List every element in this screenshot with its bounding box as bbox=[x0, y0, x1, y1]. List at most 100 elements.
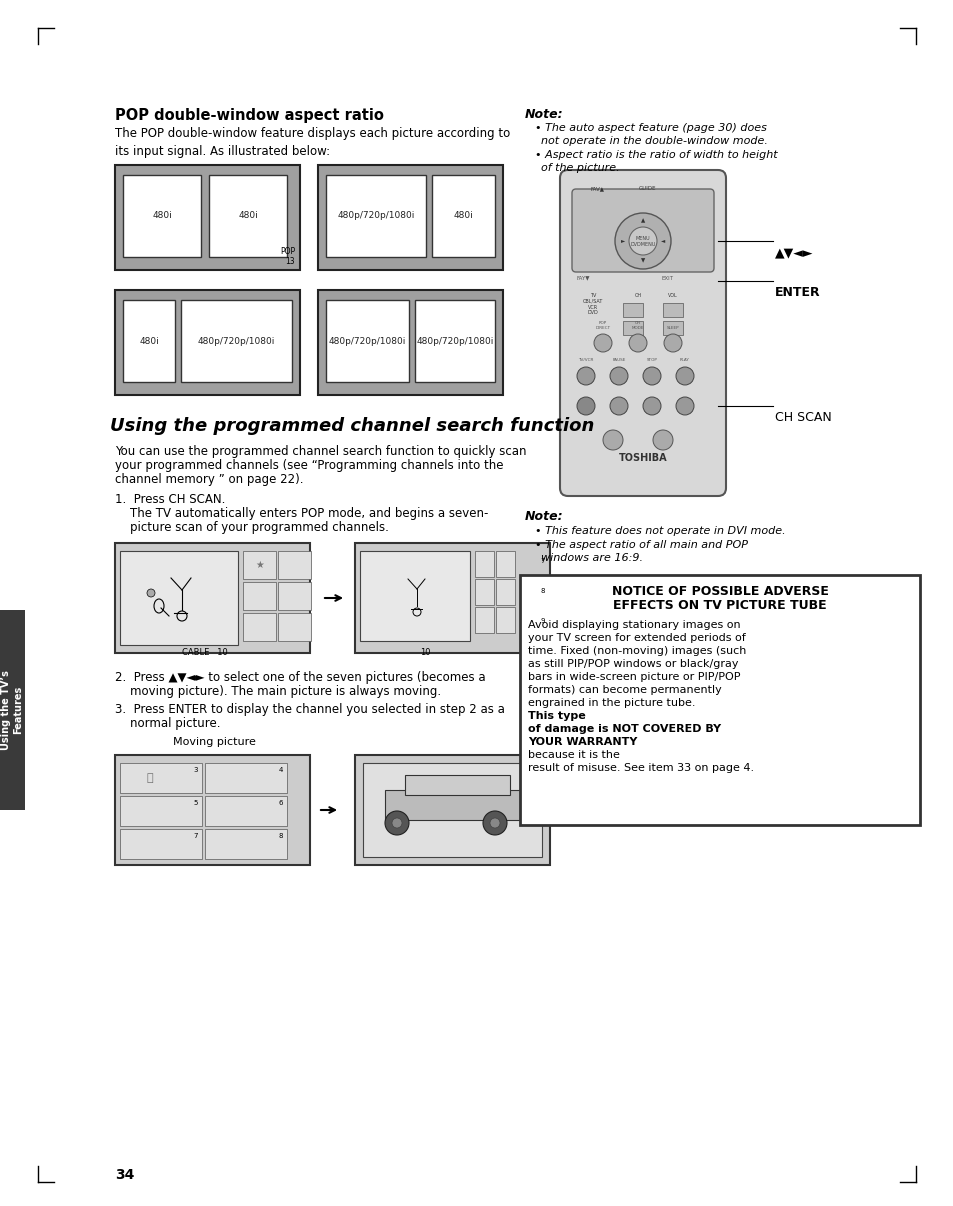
Bar bbox=[205, 829, 287, 859]
Bar bbox=[363, 763, 541, 857]
Text: your programmed channels (see “Programming channels into the: your programmed channels (see “Programmi… bbox=[115, 459, 503, 472]
Circle shape bbox=[642, 397, 660, 415]
Circle shape bbox=[392, 818, 401, 829]
Text: 480p/720p/1080i: 480p/720p/1080i bbox=[197, 336, 274, 345]
Text: The POP double-window feature displays each picture according to
its input signa: The POP double-window feature displays e… bbox=[115, 127, 510, 158]
Text: 2.  Press ▲▼◄► to select one of the seven pictures (becomes a: 2. Press ▲▼◄► to select one of the seven… bbox=[115, 671, 485, 684]
Bar bbox=[243, 551, 275, 579]
Text: time. Fixed (non-moving) images (such: time. Fixed (non-moving) images (such bbox=[527, 646, 745, 656]
FancyBboxPatch shape bbox=[572, 189, 713, 273]
Text: • This feature does not operate in DVI mode.: • This feature does not operate in DVI m… bbox=[535, 526, 785, 535]
Text: 7: 7 bbox=[193, 833, 198, 839]
Text: 480i: 480i bbox=[453, 211, 473, 221]
Bar bbox=[243, 582, 275, 610]
Bar bbox=[209, 175, 287, 257]
Bar bbox=[205, 763, 287, 794]
Circle shape bbox=[676, 367, 693, 385]
Text: normal picture.: normal picture. bbox=[130, 718, 220, 730]
Text: The TV automatically enters POP mode, and begins a seven-: The TV automatically enters POP mode, an… bbox=[130, 507, 488, 520]
Text: You can use the programmed channel search function to quickly scan: You can use the programmed channel searc… bbox=[115, 445, 526, 458]
Text: ★: ★ bbox=[254, 560, 264, 570]
Circle shape bbox=[652, 431, 672, 450]
Circle shape bbox=[628, 227, 657, 254]
Bar bbox=[317, 165, 502, 270]
Bar bbox=[277, 582, 311, 610]
Bar bbox=[181, 300, 292, 382]
Bar bbox=[115, 165, 299, 270]
Text: • The aspect ratio of all main and POP: • The aspect ratio of all main and POP bbox=[535, 540, 747, 550]
Text: DVDMENU: DVDMENU bbox=[630, 241, 655, 246]
Bar bbox=[277, 613, 311, 642]
Text: of damage is NOT COVERED BY: of damage is NOT COVERED BY bbox=[527, 724, 720, 734]
Bar bbox=[115, 289, 299, 396]
Text: CH SCAN: CH SCAN bbox=[774, 411, 831, 425]
Circle shape bbox=[676, 397, 693, 415]
Text: Note:: Note: bbox=[524, 510, 563, 523]
Bar bbox=[496, 551, 515, 576]
Bar bbox=[120, 829, 202, 859]
Text: bars in wide-screen picture or PIP/POP: bars in wide-screen picture or PIP/POP bbox=[527, 672, 740, 683]
Bar bbox=[115, 543, 310, 652]
Text: 10: 10 bbox=[419, 648, 430, 657]
Text: Moving picture: Moving picture bbox=[172, 737, 255, 747]
Text: 4: 4 bbox=[278, 767, 283, 773]
Text: ◄: ◄ bbox=[660, 239, 664, 244]
Bar bbox=[355, 543, 550, 652]
Text: 5: 5 bbox=[193, 800, 198, 806]
Text: not operate in the double-window mode.: not operate in the double-window mode. bbox=[540, 136, 767, 146]
Text: PLAY: PLAY bbox=[679, 358, 689, 362]
Text: 480p/720p/1080i: 480p/720p/1080i bbox=[337, 211, 415, 221]
Bar bbox=[432, 175, 495, 257]
Bar bbox=[277, 551, 311, 579]
Text: result of misuse. See item 33 on page 4.: result of misuse. See item 33 on page 4. bbox=[527, 763, 753, 773]
Text: GUIDE: GUIDE bbox=[639, 186, 656, 191]
Circle shape bbox=[602, 431, 622, 450]
Circle shape bbox=[577, 397, 595, 415]
Bar bbox=[405, 775, 510, 795]
Bar bbox=[415, 300, 495, 382]
Bar bbox=[120, 551, 237, 645]
Text: Using the TV’s
Features: Using the TV’s Features bbox=[1, 671, 23, 750]
Text: POP double-window aspect ratio: POP double-window aspect ratio bbox=[115, 109, 383, 123]
Text: channel memory ” on page 22).: channel memory ” on page 22). bbox=[115, 473, 303, 486]
Text: ►: ► bbox=[620, 239, 624, 244]
Text: ▼: ▼ bbox=[640, 258, 644, 263]
Bar bbox=[317, 289, 502, 396]
Text: Note:: Note: bbox=[524, 109, 563, 121]
Text: PAUSE: PAUSE bbox=[612, 358, 625, 362]
Bar bbox=[205, 796, 287, 826]
Text: TOSHIBA: TOSHIBA bbox=[618, 453, 666, 463]
Text: 34: 34 bbox=[115, 1167, 134, 1182]
Text: STOP: STOP bbox=[646, 358, 657, 362]
Text: engrained in the picture tube.: engrained in the picture tube. bbox=[527, 698, 699, 708]
Bar bbox=[622, 303, 642, 317]
Circle shape bbox=[482, 810, 506, 835]
Text: 8: 8 bbox=[278, 833, 283, 839]
Bar bbox=[519, 575, 919, 825]
Text: CH: CH bbox=[634, 293, 640, 298]
Text: CH
MODE: CH MODE bbox=[631, 322, 643, 330]
Circle shape bbox=[663, 334, 681, 352]
Text: VOL: VOL bbox=[667, 293, 678, 298]
Bar bbox=[622, 321, 642, 335]
Bar bbox=[475, 551, 494, 576]
Bar bbox=[326, 300, 409, 382]
Bar bbox=[496, 607, 515, 633]
Circle shape bbox=[594, 334, 612, 352]
FancyBboxPatch shape bbox=[559, 170, 725, 496]
Text: 6: 6 bbox=[278, 800, 283, 806]
Bar bbox=[475, 579, 494, 605]
Circle shape bbox=[577, 367, 595, 385]
Text: 8: 8 bbox=[540, 589, 544, 595]
Text: ▲▼◄►: ▲▼◄► bbox=[774, 246, 813, 259]
Text: This type: This type bbox=[527, 712, 585, 721]
Text: ▲: ▲ bbox=[640, 218, 644, 223]
Bar bbox=[385, 790, 519, 820]
Bar bbox=[355, 755, 550, 865]
Text: SLEEP: SLEEP bbox=[666, 326, 679, 330]
Bar bbox=[662, 321, 682, 335]
Text: FAY▼: FAY▼ bbox=[576, 275, 589, 281]
Text: ENTER: ENTER bbox=[774, 286, 820, 299]
Text: 480i: 480i bbox=[152, 211, 172, 221]
Text: because it is the: because it is the bbox=[527, 750, 619, 760]
